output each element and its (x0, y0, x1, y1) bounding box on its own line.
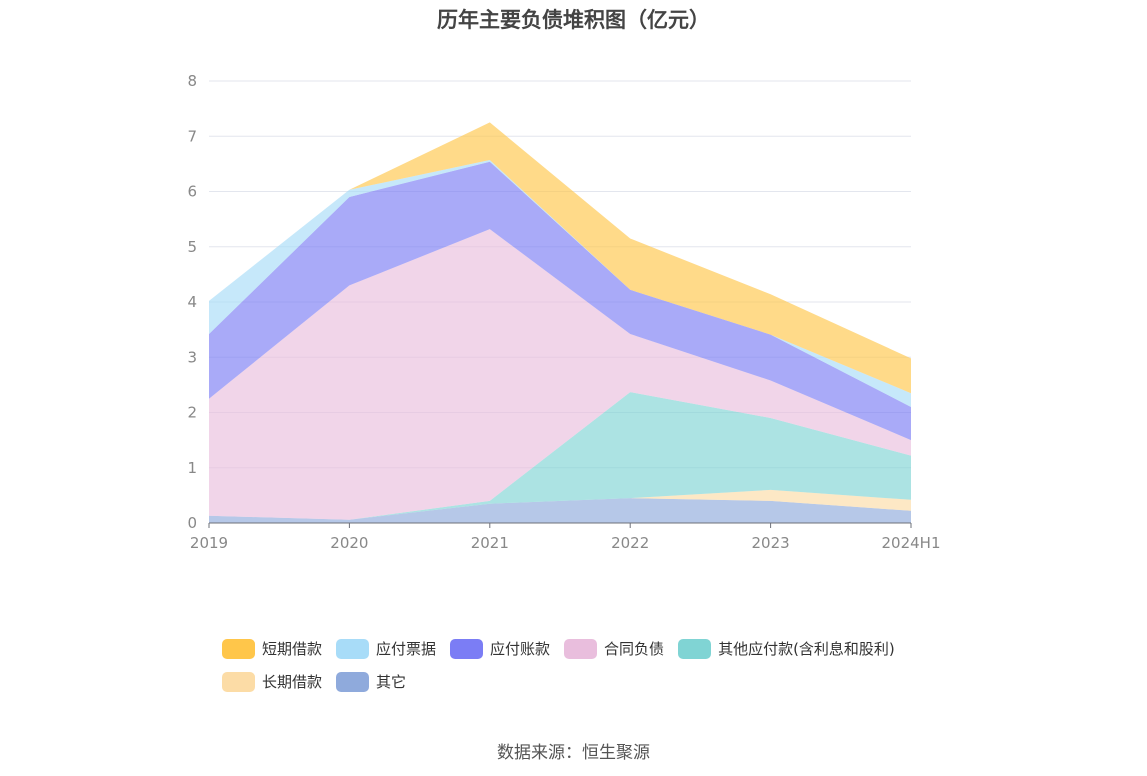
area-series (209, 392, 911, 520)
axes: 0 1 2 3 4 5 6 7 8 2019 2020 2021 2022 2023 2024H1 (187, 72, 940, 552)
x-tick-label: 2024H1 (882, 534, 941, 552)
x-tick-label: 2022 (611, 534, 649, 552)
legend-label: 应付账款 (490, 640, 551, 658)
legend-label: 其他应付款(含利息和股利) (718, 640, 895, 658)
legend-swatch (222, 671, 255, 692)
y-tick-label: 7 (187, 127, 197, 145)
y-tick-label: 5 (187, 238, 197, 256)
legend-label: 其它 (376, 673, 407, 691)
legend-item-others[interactable]: 其它 (336, 671, 406, 692)
data-source: 数据来源：恒生聚源 (497, 743, 650, 763)
x-tick-label: 2019 (190, 534, 228, 552)
legend-item-contract-liabilities[interactable]: 合同负债 (564, 638, 664, 659)
area-series (209, 498, 911, 523)
y-tick-label: 6 (187, 183, 197, 201)
legend-item-other-payables[interactable]: 其他应付款(含利息和股利) (678, 638, 895, 659)
y-tick-label: 2 (187, 404, 197, 422)
x-tick-label: 2021 (471, 534, 509, 552)
x-tick-label: 2023 (752, 534, 790, 552)
legend-label: 长期借款 (262, 673, 323, 691)
stacked-area-chart: 0 1 2 3 4 5 6 7 8 2019 2020 2021 2022 2023 2024H1 (187, 72, 940, 552)
legend-item-notes-payable[interactable]: 应付票据 (336, 638, 436, 659)
area-series (209, 229, 911, 520)
x-tick-label: 2020 (330, 534, 368, 552)
area-series (209, 489, 911, 520)
y-tick-label: 4 (187, 293, 197, 311)
legend-swatch (336, 638, 370, 659)
legend-label: 短期借款 (262, 640, 323, 658)
y-tick-label: 1 (187, 459, 197, 477)
chart-title: 历年主要负债堆积图（亿元） (437, 8, 710, 32)
y-tick-label: 0 (187, 514, 197, 532)
legend-swatch (564, 638, 598, 659)
y-tick-label: 3 (187, 348, 197, 366)
legend: 短期借款 应付票据 应付账款 合同负债 其他应付款(含利息和股利) 长期借款 其… (222, 638, 982, 692)
legend-item-accounts-payable[interactable]: 应付账款 (450, 638, 550, 659)
legend-item-short-term-loans[interactable]: 短期借款 (222, 638, 322, 659)
y-tick-label: 8 (187, 72, 197, 90)
legend-swatch (450, 638, 484, 659)
legend-label: 合同负债 (604, 640, 665, 658)
area-series (209, 122, 911, 523)
legend-label: 应付票据 (376, 640, 437, 658)
legend-swatch (678, 638, 712, 659)
legend-swatch (222, 638, 255, 659)
legend-swatch (336, 671, 370, 692)
legend-item-long-term-loans[interactable]: 长期借款 (222, 671, 322, 692)
area-series (209, 161, 911, 441)
